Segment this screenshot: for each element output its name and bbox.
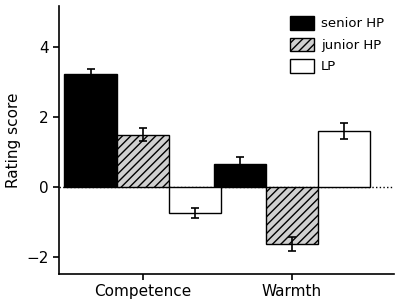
Bar	[117, 135, 169, 187]
Bar	[318, 131, 370, 187]
Legend: senior HP, junior HP, LP: senior HP, junior HP, LP	[286, 12, 388, 77]
Y-axis label: Rating score: Rating score	[6, 92, 20, 188]
Bar	[64, 74, 117, 187]
Bar	[266, 187, 318, 244]
Bar	[169, 187, 221, 213]
Bar	[214, 164, 266, 187]
